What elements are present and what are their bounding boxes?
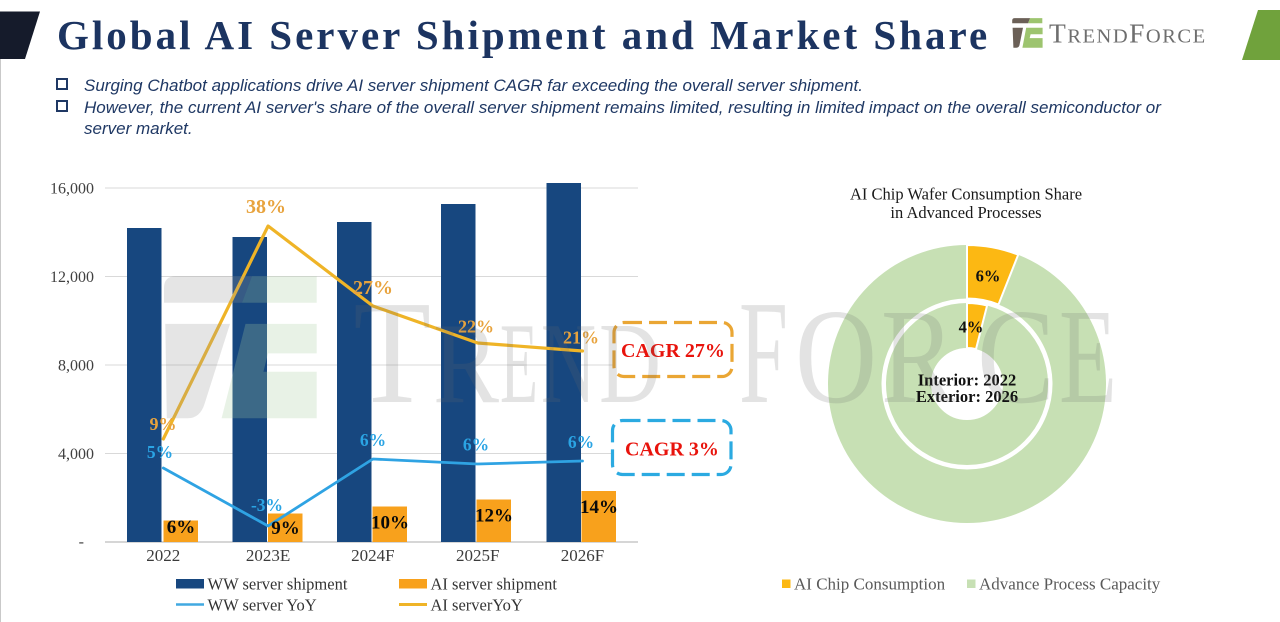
svg-text:6%: 6% xyxy=(360,430,386,450)
svg-text:6%: 6% xyxy=(976,267,1001,286)
svg-text:WW server YoY: WW server YoY xyxy=(208,596,317,615)
svg-text:in Advanced Processes: in Advanced Processes xyxy=(890,203,1041,222)
svg-text:38%: 38% xyxy=(246,196,286,218)
svg-text:2023E: 2023E xyxy=(246,546,290,565)
svg-text:5%: 5% xyxy=(147,442,173,462)
svg-text:12%: 12% xyxy=(475,506,513,527)
svg-text:Exterior: 2026: Exterior: 2026 xyxy=(916,387,1018,406)
svg-text:2026F: 2026F xyxy=(561,546,604,565)
svg-text:2025F: 2025F xyxy=(456,546,499,565)
svg-text:Interior: 2022: Interior: 2022 xyxy=(918,370,1017,389)
svg-text:AI Chip Wafer Consumption Shar: AI Chip Wafer Consumption Share xyxy=(850,185,1082,204)
svg-text:AI serverYoY: AI serverYoY xyxy=(431,596,523,615)
svg-text:CAGR 3%: CAGR 3% xyxy=(625,439,719,461)
svg-text:2024F: 2024F xyxy=(351,546,394,565)
svg-text:WW server shipment: WW server shipment xyxy=(208,575,348,594)
svg-text:-3%: -3% xyxy=(251,495,283,515)
svg-text:Advance Process Capacity: Advance Process Capacity xyxy=(979,575,1161,594)
svg-text:CAGR 27%: CAGR 27% xyxy=(621,340,725,362)
svg-text:22%: 22% xyxy=(458,317,494,337)
svg-text:6%: 6% xyxy=(167,517,196,538)
svg-text:2022: 2022 xyxy=(146,546,180,565)
svg-text:14%: 14% xyxy=(580,497,618,518)
svg-text:10%: 10% xyxy=(371,513,409,534)
svg-text:AI server shipment: AI server shipment xyxy=(431,575,558,594)
svg-text:AI Chip Consumption: AI Chip Consumption xyxy=(794,575,946,594)
svg-text:4,000: 4,000 xyxy=(58,446,94,463)
svg-text:-: - xyxy=(79,534,84,551)
svg-text:4%: 4% xyxy=(959,318,984,337)
svg-text:6%: 6% xyxy=(463,435,489,455)
svg-text:6%: 6% xyxy=(568,432,594,452)
svg-text:8,000: 8,000 xyxy=(58,358,94,375)
svg-text:27%: 27% xyxy=(353,277,393,299)
svg-text:9%: 9% xyxy=(271,518,300,539)
svg-text:16,000: 16,000 xyxy=(50,181,94,198)
svg-text:21%: 21% xyxy=(563,328,599,348)
svg-text:9%: 9% xyxy=(150,414,177,434)
svg-text:12,000: 12,000 xyxy=(50,269,94,286)
